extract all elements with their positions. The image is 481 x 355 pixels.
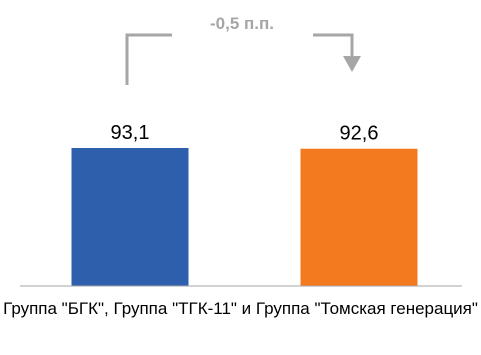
bar-1 bbox=[71, 148, 189, 286]
delta-label: -0,5 п.п. bbox=[210, 14, 274, 33]
bar-2 bbox=[300, 148, 418, 286]
x-axis-category-label: Группа "БГК", Группа "ТГК-11" и Группа "… bbox=[3, 299, 478, 318]
delta-bracket bbox=[125, 33, 354, 85]
bar-value-label-1: 93,1 bbox=[111, 122, 150, 144]
delta-arrow-head-icon bbox=[343, 56, 361, 72]
bar-chart: -0,5 п.п. 93,1 92,6 bbox=[20, 14, 462, 287]
bar-value-label-2: 92,6 bbox=[340, 123, 379, 145]
